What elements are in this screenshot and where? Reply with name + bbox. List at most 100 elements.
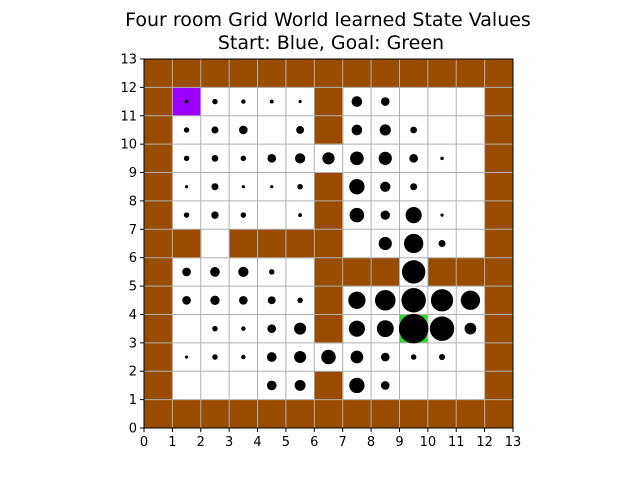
wall-cell <box>172 59 202 88</box>
wall-cell <box>172 229 202 259</box>
wall-cell <box>314 314 344 344</box>
value-marker <box>429 316 455 341</box>
y-tick-label: 3 <box>129 336 137 351</box>
wall-cell <box>427 257 457 287</box>
value-marker <box>403 233 424 254</box>
value-marker <box>298 99 302 104</box>
wall-cell <box>484 59 514 88</box>
wall-cell <box>484 87 514 117</box>
value-marker <box>380 210 390 220</box>
wall-cell <box>285 399 315 429</box>
value-marker <box>238 266 249 277</box>
y-tick-label: 2 <box>129 365 137 380</box>
plot-frame <box>143 58 514 429</box>
wall-cell <box>399 59 429 88</box>
x-tick-label: 3 <box>225 435 233 450</box>
value-marker <box>294 379 306 391</box>
value-marker <box>239 295 248 305</box>
wall-cell <box>257 59 287 88</box>
value-marker <box>374 289 396 311</box>
value-marker <box>410 183 418 191</box>
value-marker <box>184 355 189 359</box>
wall-cell <box>484 229 514 259</box>
value-marker <box>211 183 219 191</box>
value-marker <box>351 124 363 136</box>
value-marker <box>241 326 246 331</box>
x-tick-label: 7 <box>339 435 347 450</box>
value-marker <box>440 156 444 161</box>
value-marker <box>212 354 218 360</box>
value-marker <box>351 96 363 107</box>
wall-cell <box>285 229 315 259</box>
x-tick-label: 0 <box>140 435 148 450</box>
value-marker <box>460 290 481 310</box>
value-marker <box>182 295 191 305</box>
wall-cell <box>314 286 344 315</box>
x-tick-label: 13 <box>505 435 522 450</box>
wall-cell <box>144 314 173 344</box>
value-marker <box>239 125 248 135</box>
value-marker <box>440 213 444 217</box>
grid-cells <box>144 59 514 429</box>
wall-cell <box>371 257 400 287</box>
x-tick-label: 6 <box>310 435 318 450</box>
value-marker <box>296 126 305 134</box>
grid-lines <box>144 59 513 428</box>
wall-cell <box>371 399 400 429</box>
wall-cell <box>342 257 372 287</box>
y-tick-label: 4 <box>129 308 137 323</box>
wall-cell <box>342 399 372 429</box>
value-marker <box>410 354 417 360</box>
value-marker <box>405 207 422 224</box>
y-tick-label: 8 <box>129 194 137 209</box>
y-tick-label: 11 <box>120 109 137 124</box>
value-marker <box>438 239 446 248</box>
value-marker <box>321 349 336 365</box>
wall-cell <box>172 399 202 429</box>
value-marker <box>184 185 189 189</box>
value-marker <box>267 154 277 163</box>
value-marker <box>267 324 277 333</box>
value-marker <box>349 377 365 394</box>
value-marker <box>211 126 219 134</box>
x-tick-label: 1 <box>168 435 176 450</box>
wall-cell <box>144 342 173 372</box>
value-marker <box>380 352 390 362</box>
value-marker <box>294 322 307 335</box>
wall-cell <box>456 399 486 429</box>
value-marker <box>294 351 307 364</box>
wall-cell <box>484 200 514 230</box>
x-tick-label: 11 <box>448 435 465 450</box>
value-marker <box>297 297 303 303</box>
wall-cell <box>144 144 173 174</box>
wall-cell <box>456 59 486 88</box>
value-marker <box>211 211 219 219</box>
value-marker <box>266 380 277 391</box>
value-marker <box>464 322 477 335</box>
value-marker <box>210 295 220 305</box>
wall-cell <box>314 115 344 145</box>
wall-cell <box>144 286 173 315</box>
wall-cell <box>144 257 173 287</box>
value-marker <box>270 185 274 189</box>
value-marker <box>322 152 335 165</box>
y-tick-label: 10 <box>120 138 137 153</box>
x-tick-label: 9 <box>395 435 403 450</box>
value-marker <box>241 99 246 104</box>
wall-cell <box>229 399 259 429</box>
y-tick-label: 6 <box>129 251 137 266</box>
y-tick-label: 13 <box>120 53 137 68</box>
value-marker <box>269 99 274 104</box>
wall-cell <box>144 371 173 401</box>
x-tick-label: 12 <box>476 435 493 450</box>
wall-cell <box>484 257 514 287</box>
value-marker <box>182 267 191 277</box>
wall-cell <box>285 59 315 88</box>
y-tick-label: 7 <box>129 223 137 238</box>
wall-cell <box>314 200 344 230</box>
value-marker <box>438 353 446 361</box>
value-marker <box>430 289 454 312</box>
wall-cell <box>484 172 514 202</box>
value-marker <box>184 99 189 104</box>
